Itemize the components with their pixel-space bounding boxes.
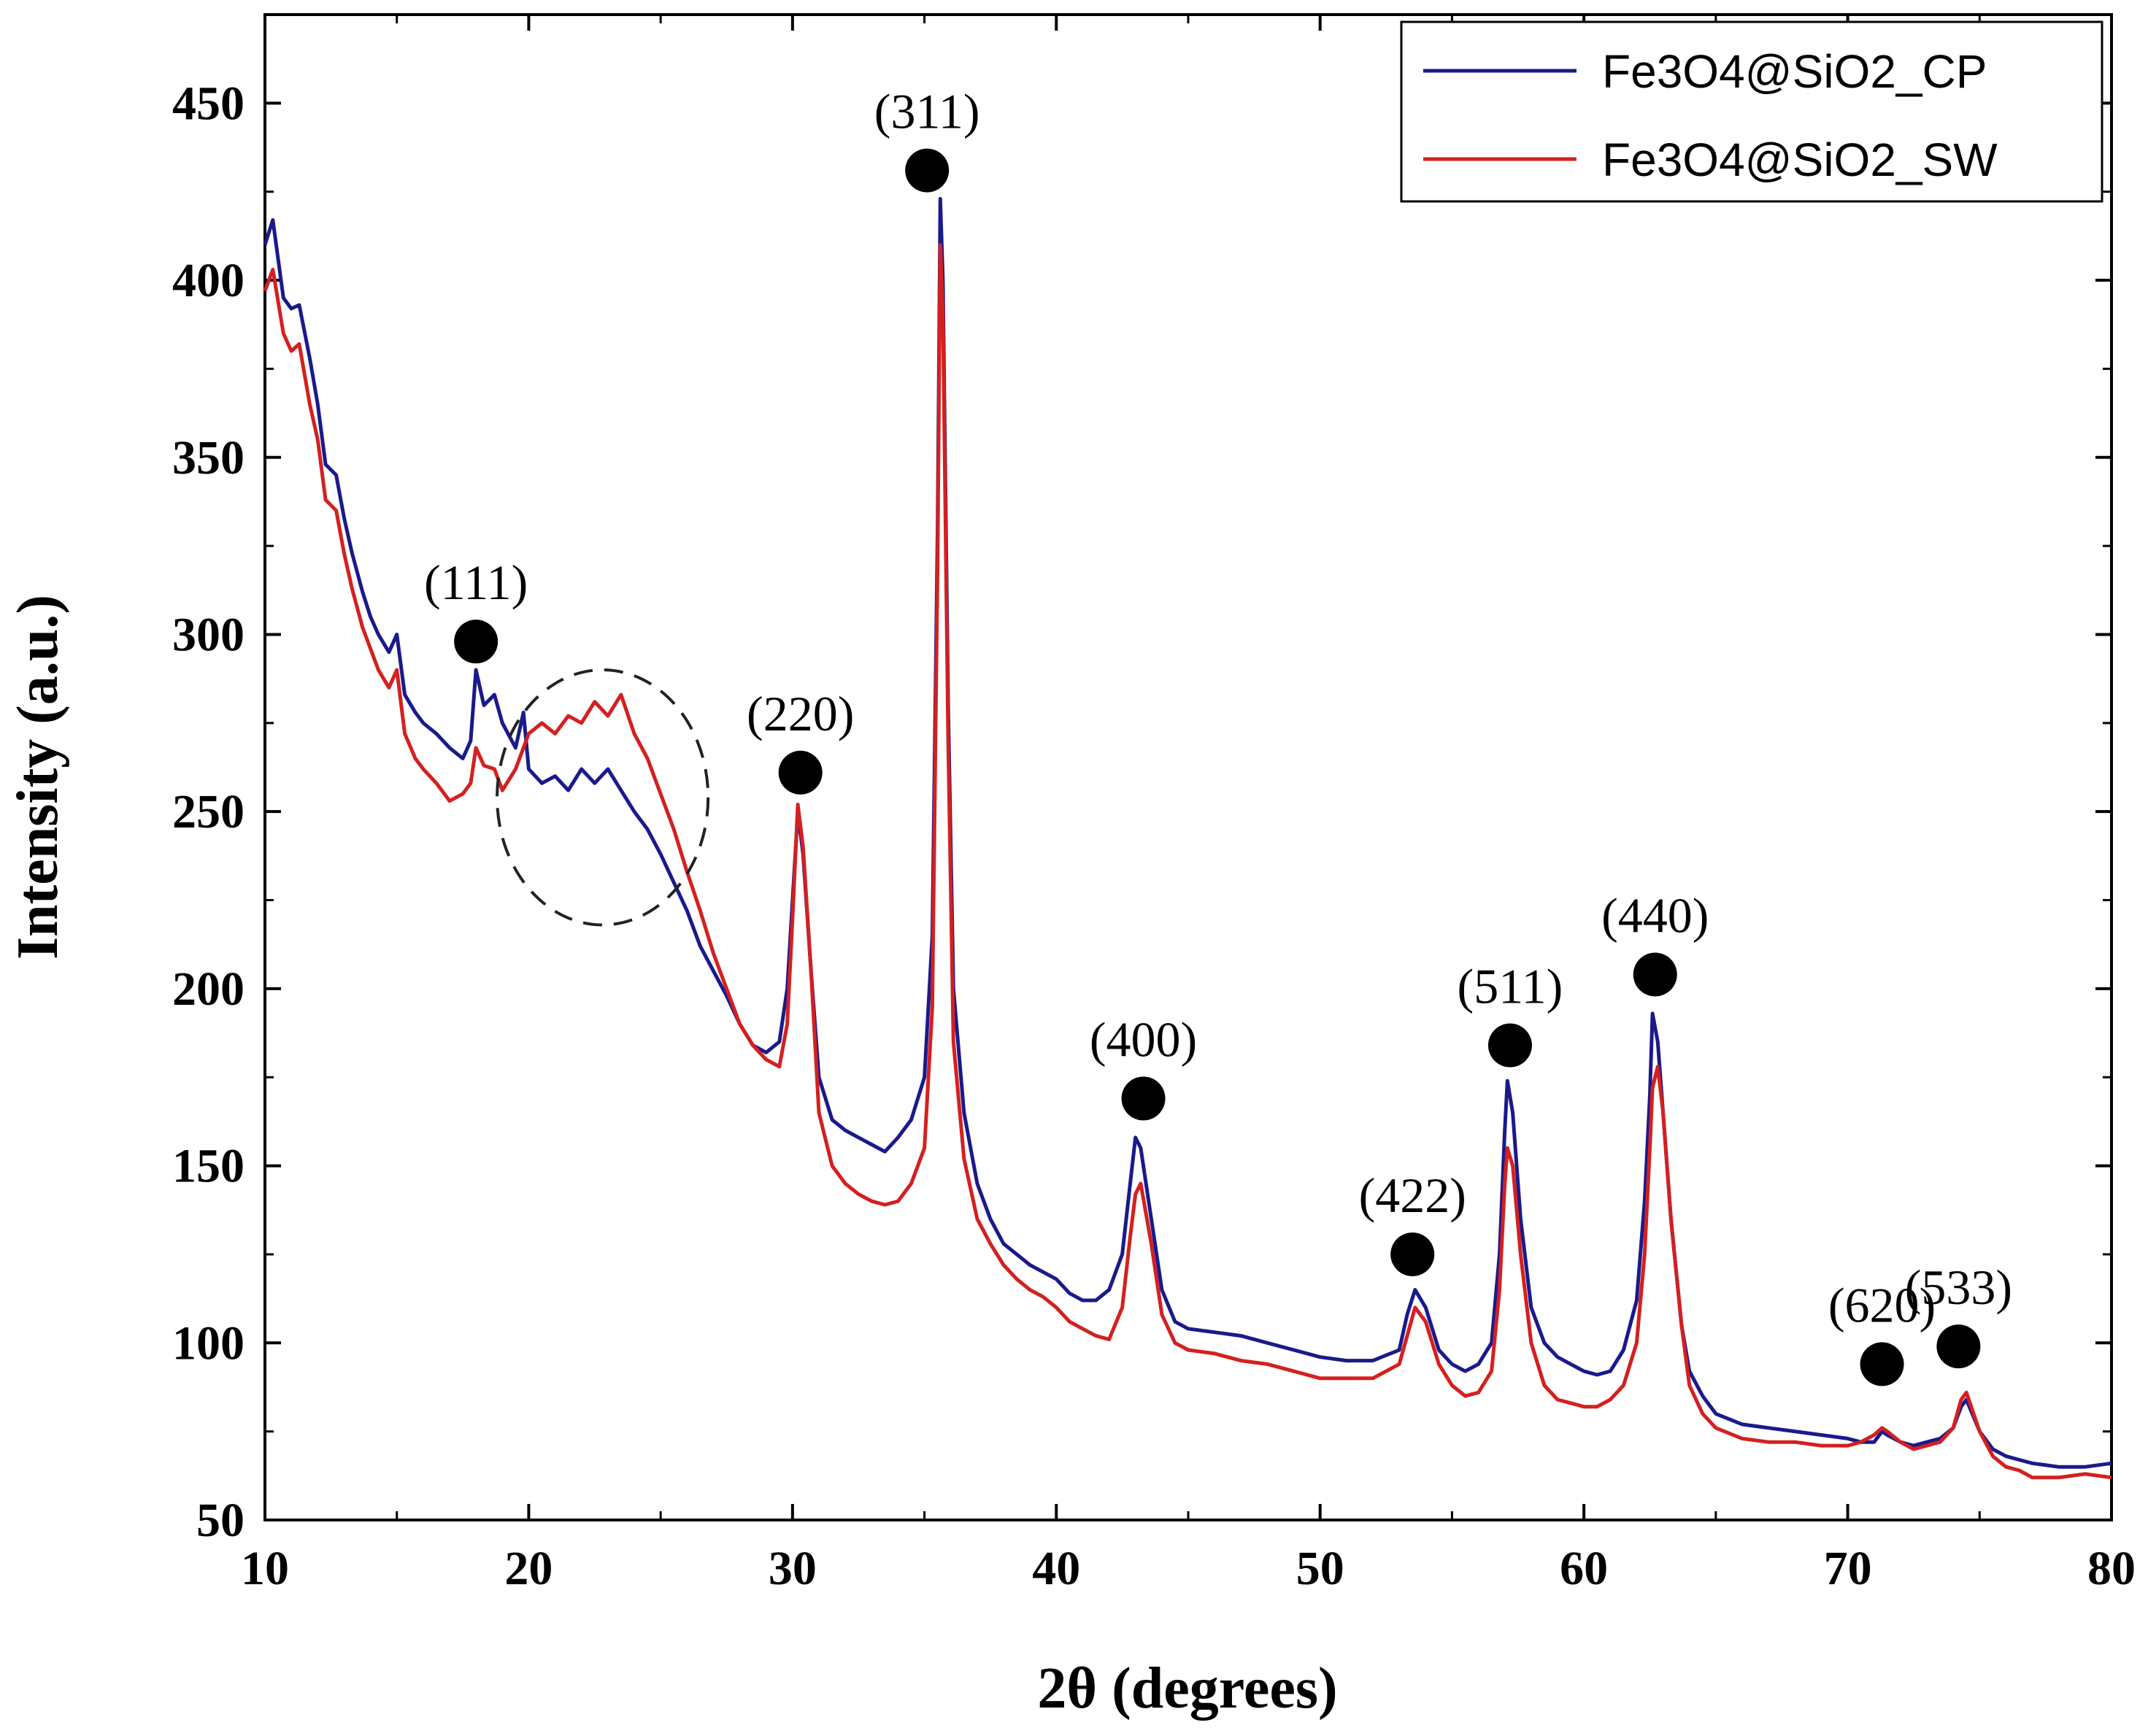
peak-label: (422) — [1359, 1168, 1466, 1223]
series-layer — [263, 196, 2112, 1480]
peak-marker — [1633, 952, 1677, 997]
peak-label: (511) — [1458, 959, 1563, 1014]
y-tick-label: 200 — [172, 962, 245, 1016]
peak-marker — [454, 620, 498, 664]
y-tick-label: 250 — [172, 785, 245, 838]
peak-marker — [1487, 1023, 1532, 1068]
legend-box — [1400, 20, 2103, 203]
x-tick-label: 40 — [1032, 1542, 1080, 1595]
legend: Fe3O4@SiO2_CP Fe3O4@SiO2_SW — [1400, 20, 2103, 203]
x-tick-label: 20 — [504, 1542, 553, 1595]
x-tick-label: 10 — [241, 1542, 289, 1595]
highlight-region — [496, 668, 710, 927]
peak-label: (533) — [1905, 1259, 2012, 1315]
y-tick-label: 300 — [172, 608, 245, 661]
y-tick-label: 150 — [172, 1140, 245, 1193]
dashed-highlight-ellipse — [496, 668, 710, 927]
peak-marker — [1390, 1232, 1435, 1276]
legend-label-cp: Fe3O4@SiO2_CP — [1602, 45, 1987, 98]
legend-label-sw: Fe3O4@SiO2_SW — [1602, 134, 1998, 186]
peak-label: (400) — [1090, 1011, 1197, 1067]
x-axis-title: 2θ (degrees) — [1037, 1656, 1337, 1721]
y-axis-ticks: 50 100 150 200 250 300 350 400 450 — [172, 77, 2112, 1547]
x-tick-label: 80 — [2087, 1542, 2136, 1595]
peak-marker — [1121, 1076, 1166, 1121]
peak-marker — [905, 148, 950, 193]
peak-marker — [778, 750, 823, 795]
peak-label: (620) — [1828, 1277, 1936, 1332]
peak-annotations: (111) (220) (311) (400) (422) (511) (440) (620)… — [424, 84, 2012, 1386]
peak-label: (311) — [874, 84, 980, 139]
y-tick-label: 400 — [172, 254, 245, 307]
x-axis-ticks: 10 20 30 40 50 60 70 80 — [241, 15, 2136, 1595]
x-tick-label: 30 — [769, 1542, 817, 1595]
peak-label: (440) — [1601, 887, 1709, 943]
y-axis-title: Intensity (a.u.) — [6, 595, 70, 960]
x-tick-label: 70 — [1824, 1542, 1872, 1595]
peak-label: (111) — [424, 555, 528, 610]
x-tick-label: 60 — [1560, 1542, 1608, 1595]
y-tick-label: 50 — [196, 1494, 245, 1547]
peak-marker — [1936, 1324, 1981, 1369]
peak-marker — [1860, 1342, 1904, 1386]
y-tick-label: 450 — [172, 77, 245, 130]
x-tick-label: 50 — [1296, 1542, 1344, 1595]
y-tick-label: 100 — [172, 1316, 245, 1370]
y-tick-label: 350 — [172, 431, 245, 485]
series-line-cp — [263, 196, 2112, 1469]
series-line-sw — [263, 243, 2112, 1480]
peak-label: (220) — [747, 686, 854, 741]
